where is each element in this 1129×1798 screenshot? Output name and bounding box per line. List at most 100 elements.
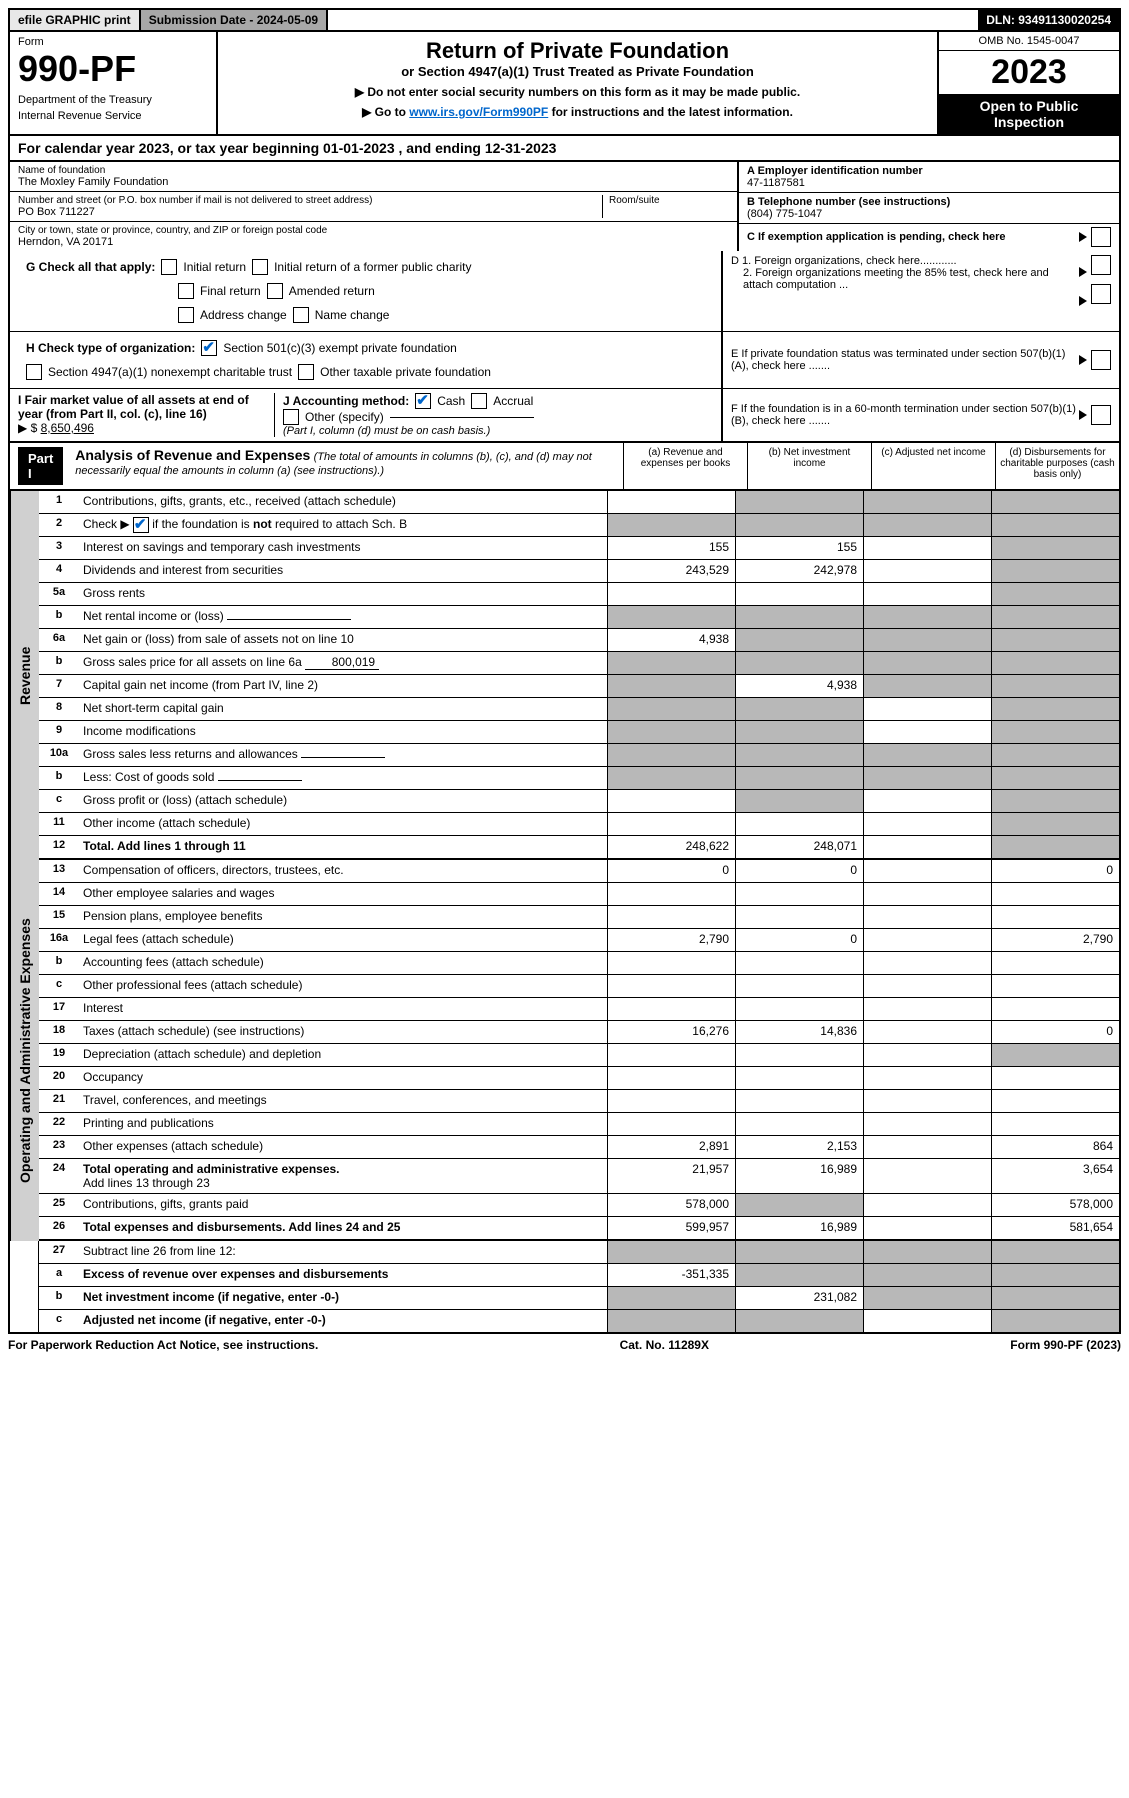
omb-number: OMB No. 1545-0047 xyxy=(939,32,1119,51)
line-24b: Add lines 13 through 23 xyxy=(83,1176,210,1190)
line-9: Income modifications xyxy=(79,721,607,743)
final-return-label: Final return xyxy=(200,284,261,298)
line-10b: Less: Cost of goods sold xyxy=(83,770,214,784)
col-a-header: (a) Revenue and expenses per books xyxy=(623,443,747,489)
amended-return-cb[interactable] xyxy=(267,283,283,299)
e-checkbox[interactable] xyxy=(1091,350,1111,370)
open-public-badge: Open to Public Inspection xyxy=(939,94,1119,134)
line-2-post: if the foundation is not required to att… xyxy=(149,517,407,531)
initial-return-cb[interactable] xyxy=(161,259,177,275)
line-2-pre: Check ▶ xyxy=(83,517,133,531)
l6b-val: 800,019 xyxy=(305,655,379,670)
accrual-cb[interactable] xyxy=(471,393,487,409)
i-prefix: ▶ $ xyxy=(18,421,41,435)
line-1: Contributions, gifts, grants, etc., rece… xyxy=(79,491,607,513)
schb-cb[interactable] xyxy=(133,517,149,533)
line-7: Capital gain net income (from Part IV, l… xyxy=(79,675,607,697)
addr-label: Number and street (or P.O. box number if… xyxy=(18,195,602,206)
l24d: 3,654 xyxy=(991,1159,1119,1193)
room-label: Room/suite xyxy=(609,195,729,206)
j-label: J Accounting method: xyxy=(283,394,409,408)
h-label: H Check type of organization: xyxy=(26,341,195,355)
final-return-cb[interactable] xyxy=(178,283,194,299)
cash-cb[interactable] xyxy=(415,393,431,409)
d2-checkbox[interactable] xyxy=(1091,284,1111,304)
form-title: Return of Private Foundation xyxy=(226,38,929,64)
form-subtitle: or Section 4947(a)(1) Trust Treated as P… xyxy=(226,64,929,79)
l4a: 243,529 xyxy=(607,560,735,582)
foundation-name-label: Name of foundation xyxy=(18,165,729,176)
line-23: Other expenses (attach schedule) xyxy=(79,1136,607,1158)
line-15: Pension plans, employee benefits xyxy=(79,906,607,928)
form-number: 990-PF xyxy=(18,48,208,90)
f-checkbox[interactable] xyxy=(1091,405,1111,425)
line-5a: Gross rents xyxy=(79,583,607,605)
line-27c: Adjusted net income (if negative, enter … xyxy=(83,1313,326,1327)
l3a: 155 xyxy=(607,537,735,559)
j-note: (Part I, column (d) must be on cash basi… xyxy=(283,425,713,437)
line-13: Compensation of officers, directors, tru… xyxy=(79,860,607,882)
line-20: Occupancy xyxy=(79,1067,607,1089)
line-10c: Gross profit or (loss) (attach schedule) xyxy=(79,790,607,812)
form-header: Form 990-PF Department of the Treasury I… xyxy=(8,32,1121,136)
l4b: 242,978 xyxy=(735,560,863,582)
other-method-label: Other (specify) xyxy=(305,410,384,424)
amended-return-label: Amended return xyxy=(289,284,375,298)
line-12: Total. Add lines 1 through 11 xyxy=(79,836,607,858)
foundation-name: The Moxley Family Foundation xyxy=(18,176,729,188)
goto-prefix: ▶ Go to xyxy=(362,105,409,119)
arrow-icon xyxy=(1079,296,1087,306)
tax-year: 2023 xyxy=(939,51,1119,94)
d2-label: 2. Foreign organizations meeting the 85%… xyxy=(731,267,1079,291)
f-label: F If the foundation is in a 60-month ter… xyxy=(731,403,1079,427)
line-24: Total operating and administrative expen… xyxy=(83,1162,340,1176)
sec501-cb[interactable] xyxy=(201,340,217,356)
form-label: Form xyxy=(18,36,208,48)
line-19: Depreciation (attach schedule) and deple… xyxy=(79,1044,607,1066)
efile-print-button[interactable]: efile GRAPHIC print xyxy=(10,10,141,30)
line-27b: Net investment income (if negative, ente… xyxy=(83,1290,339,1304)
name-change-label: Name change xyxy=(315,308,390,322)
col-b-header: (b) Net investment income xyxy=(747,443,871,489)
d1-checkbox[interactable] xyxy=(1091,255,1111,275)
l12a: 248,622 xyxy=(607,836,735,858)
line-27: Subtract line 26 from line 12: xyxy=(79,1241,607,1263)
top-bar: efile GRAPHIC print Submission Date - 20… xyxy=(8,8,1121,32)
revenue-side-label: Revenue xyxy=(10,491,39,860)
phone-label: B Telephone number (see instructions) xyxy=(747,196,1111,208)
line-21: Travel, conferences, and meetings xyxy=(79,1090,607,1112)
c-checkbox[interactable] xyxy=(1091,227,1111,247)
paperwork-notice: For Paperwork Reduction Act Notice, see … xyxy=(8,1338,318,1352)
sec4947-cb[interactable] xyxy=(26,364,42,380)
line-25: Contributions, gifts, grants paid xyxy=(79,1194,607,1216)
d1-label: D 1. Foreign organizations, check here..… xyxy=(731,255,1079,267)
line-18: Taxes (attach schedule) (see instruction… xyxy=(79,1021,607,1043)
accrual-label: Accrual xyxy=(493,394,533,408)
arrow-icon xyxy=(1079,410,1087,420)
city-label: City or town, state or province, country… xyxy=(18,225,729,236)
l16aa: 2,790 xyxy=(607,929,735,951)
line-8: Net short-term capital gain xyxy=(79,698,607,720)
revenue-section: Revenue 1Contributions, gifts, grants, e… xyxy=(10,491,1119,860)
l23a: 2,891 xyxy=(607,1136,735,1158)
arrow-icon xyxy=(1079,355,1087,365)
other-tax-cb[interactable] xyxy=(298,364,314,380)
l18a: 16,276 xyxy=(607,1021,735,1043)
l16ad: 2,790 xyxy=(991,929,1119,951)
irs-label: Internal Revenue Service xyxy=(18,110,208,122)
col-c-header: (c) Adjusted net income xyxy=(871,443,995,489)
initial-return-label: Initial return xyxy=(183,260,246,274)
initial-former-cb[interactable] xyxy=(252,259,268,275)
initial-former-label: Initial return of a former public charit… xyxy=(274,260,471,274)
line-27-section: 27Subtract line 26 from line 12: aExcess… xyxy=(10,1241,1119,1332)
l13b: 0 xyxy=(735,860,863,882)
fmv-value: 8,650,496 xyxy=(41,421,94,435)
irs-link[interactable]: www.irs.gov/Form990PF xyxy=(409,105,548,119)
l16ab: 0 xyxy=(735,929,863,951)
line-26: Total expenses and disbursements. Add li… xyxy=(79,1217,607,1239)
name-change-cb[interactable] xyxy=(293,307,309,323)
part1-header-row: Part I Analysis of Revenue and Expenses … xyxy=(10,443,1119,491)
other-method-cb[interactable] xyxy=(283,409,299,425)
address-change-cb[interactable] xyxy=(178,307,194,323)
line-3: Interest on savings and temporary cash i… xyxy=(79,537,607,559)
